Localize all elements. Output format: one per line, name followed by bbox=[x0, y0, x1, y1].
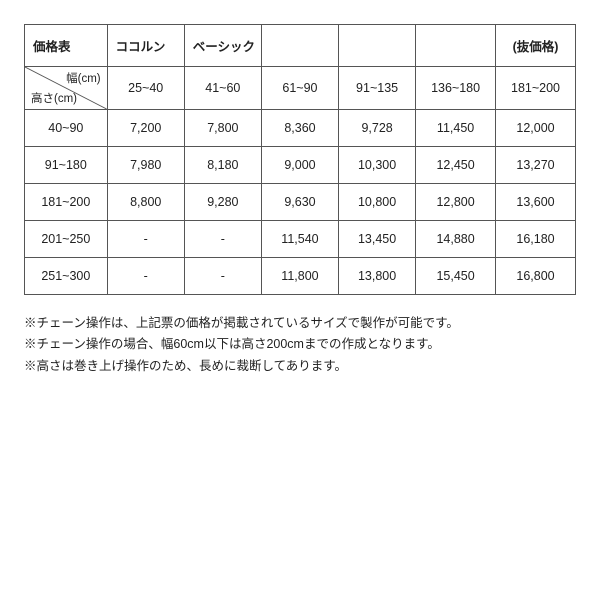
width-col: 136~180 bbox=[416, 67, 496, 110]
price-cell: - bbox=[107, 221, 184, 258]
notes-section: ※チェーン操作は、上記票の価格が掲載されているサイズで製作が可能です。 ※チェー… bbox=[24, 313, 576, 377]
price-cell: 7,800 bbox=[184, 110, 261, 147]
height-label: 181~200 bbox=[25, 184, 108, 221]
price-cell: 13,270 bbox=[496, 147, 576, 184]
height-label: 91~180 bbox=[25, 147, 108, 184]
price-cell: 8,360 bbox=[261, 110, 338, 147]
header-blank bbox=[339, 25, 416, 67]
price-table: 価格表 ココルン ベーシック (抜価格) 幅(cm) 高さ(cm) 25~40 … bbox=[24, 24, 576, 295]
width-col: 25~40 bbox=[107, 67, 184, 110]
price-cell: - bbox=[107, 258, 184, 295]
brand-2: ベーシック bbox=[184, 25, 261, 67]
width-label: 幅(cm) bbox=[66, 70, 101, 86]
price-suffix: (抜価格) bbox=[496, 25, 576, 67]
table-row: 40~90 7,200 7,800 8,360 9,728 11,450 12,… bbox=[25, 110, 576, 147]
price-cell: 12,450 bbox=[416, 147, 496, 184]
price-cell: 9,728 bbox=[339, 110, 416, 147]
table-row: 251~300 - - 11,800 13,800 15,450 16,800 bbox=[25, 258, 576, 295]
note-line: ※チェーン操作は、上記票の価格が掲載されているサイズで製作が可能です。 bbox=[24, 313, 576, 334]
price-cell: 16,180 bbox=[496, 221, 576, 258]
price-cell: 8,180 bbox=[184, 147, 261, 184]
width-col: 181~200 bbox=[496, 67, 576, 110]
height-label: 高さ(cm) bbox=[31, 90, 77, 106]
price-cell: 15,450 bbox=[416, 258, 496, 295]
width-col: 41~60 bbox=[184, 67, 261, 110]
price-cell: 10,300 bbox=[339, 147, 416, 184]
note-line: ※高さは巻き上げ操作のため、長めに裁断してあります。 bbox=[24, 356, 576, 377]
header-blank bbox=[416, 25, 496, 67]
header-blank bbox=[261, 25, 338, 67]
price-cell: 9,280 bbox=[184, 184, 261, 221]
height-label: 201~250 bbox=[25, 221, 108, 258]
brand-1: ココルン bbox=[107, 25, 184, 67]
table-row: 91~180 7,980 8,180 9,000 10,300 12,450 1… bbox=[25, 147, 576, 184]
price-cell: 12,800 bbox=[416, 184, 496, 221]
price-cell: 7,980 bbox=[107, 147, 184, 184]
price-cell: 9,000 bbox=[261, 147, 338, 184]
price-cell: 11,450 bbox=[416, 110, 496, 147]
width-col: 61~90 bbox=[261, 67, 338, 110]
height-label: 251~300 bbox=[25, 258, 108, 295]
note-line: ※チェーン操作の場合、幅60cm以下は高さ200cmまでの作成となります。 bbox=[24, 334, 576, 355]
table-row: 201~250 - - 11,540 13,450 14,880 16,180 bbox=[25, 221, 576, 258]
price-cell: 7,200 bbox=[107, 110, 184, 147]
height-label: 40~90 bbox=[25, 110, 108, 147]
width-col: 91~135 bbox=[339, 67, 416, 110]
price-cell: 8,800 bbox=[107, 184, 184, 221]
price-cell: - bbox=[184, 221, 261, 258]
price-cell: 16,800 bbox=[496, 258, 576, 295]
diagonal-header: 幅(cm) 高さ(cm) bbox=[25, 67, 108, 110]
price-cell: 11,800 bbox=[261, 258, 338, 295]
header-row-2: 幅(cm) 高さ(cm) 25~40 41~60 61~90 91~135 13… bbox=[25, 67, 576, 110]
price-cell: 9,630 bbox=[261, 184, 338, 221]
price-cell: 12,000 bbox=[496, 110, 576, 147]
price-cell: - bbox=[184, 258, 261, 295]
header-row-1: 価格表 ココルン ベーシック (抜価格) bbox=[25, 25, 576, 67]
price-cell: 13,450 bbox=[339, 221, 416, 258]
price-cell: 10,800 bbox=[339, 184, 416, 221]
price-cell: 13,800 bbox=[339, 258, 416, 295]
price-cell: 11,540 bbox=[261, 221, 338, 258]
table-title: 価格表 bbox=[25, 25, 108, 67]
table-row: 181~200 8,800 9,280 9,630 10,800 12,800 … bbox=[25, 184, 576, 221]
price-cell: 13,600 bbox=[496, 184, 576, 221]
price-cell: 14,880 bbox=[416, 221, 496, 258]
